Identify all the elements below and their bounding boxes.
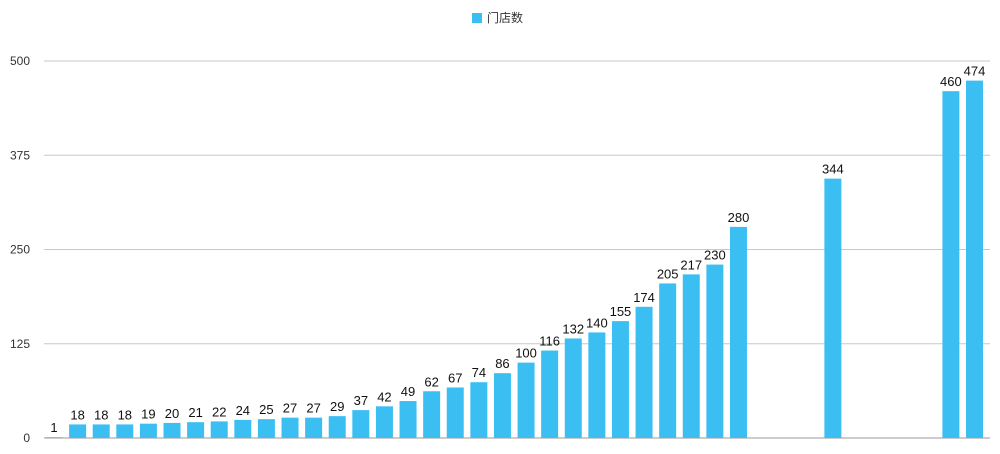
data-label: 18 xyxy=(118,407,132,422)
data-label: 29 xyxy=(330,399,344,414)
data-label: 19 xyxy=(141,407,155,422)
data-label: 49 xyxy=(401,384,415,399)
legend-swatch xyxy=(472,13,482,23)
bars xyxy=(45,80,983,438)
bar-25 xyxy=(611,321,629,438)
data-label: 100 xyxy=(515,346,537,361)
bar-16 xyxy=(399,401,417,438)
bar-5 xyxy=(139,423,157,438)
bar-11 xyxy=(281,417,299,438)
bar-7 xyxy=(187,422,205,438)
data-label: 217 xyxy=(680,257,702,272)
bar-13 xyxy=(328,416,346,438)
data-label: 74 xyxy=(472,365,486,380)
bar-3 xyxy=(92,424,110,438)
y-tick-label: 0 xyxy=(23,431,30,445)
bar-8 xyxy=(210,421,228,438)
bar-29 xyxy=(706,264,724,438)
bar-9 xyxy=(234,419,252,438)
bar-20 xyxy=(493,373,511,438)
bar-2 xyxy=(69,424,87,438)
legend: 门店数 xyxy=(472,10,523,25)
data-label: 474 xyxy=(964,64,986,79)
bar-22 xyxy=(541,350,559,438)
bar-17 xyxy=(423,391,441,438)
bar-4 xyxy=(116,424,134,438)
y-tick-label: 125 xyxy=(10,337,30,351)
bar-18 xyxy=(446,387,464,438)
bar-10 xyxy=(257,419,275,438)
data-label: 132 xyxy=(562,321,584,336)
y-axis-ticks: 0 125 250 375 500 xyxy=(10,54,30,445)
data-label: 27 xyxy=(283,401,297,416)
y-tick-label: 375 xyxy=(10,148,30,162)
data-label: 344 xyxy=(822,162,844,177)
data-label: 174 xyxy=(633,290,655,305)
data-label: 460 xyxy=(940,74,962,89)
data-label: 24 xyxy=(236,403,250,418)
data-label: 205 xyxy=(657,266,679,281)
y-tick-label: 500 xyxy=(10,54,30,68)
bar-39 xyxy=(942,91,960,438)
data-label: 42 xyxy=(377,389,391,404)
data-label: 86 xyxy=(495,356,509,371)
data-label: 280 xyxy=(728,210,750,225)
y-tick-label: 250 xyxy=(10,243,30,257)
bar-12 xyxy=(305,417,323,438)
bar-21 xyxy=(517,362,535,438)
bar-27 xyxy=(659,283,677,438)
data-label: 116 xyxy=(539,334,560,349)
gridlines xyxy=(44,60,990,439)
bar-19 xyxy=(470,382,488,438)
bar-30 xyxy=(729,226,747,438)
bar-14 xyxy=(352,410,370,438)
bar-34 xyxy=(824,178,842,438)
data-label: 21 xyxy=(188,405,202,420)
data-label: 67 xyxy=(448,370,462,385)
data-label: 20 xyxy=(165,406,179,421)
data-labels: 1 18 18 18 19 20 21 22 24 25 27 27 29 37 42 49 62 67 74 86 1… xyxy=(50,64,985,436)
data-label: 1 xyxy=(50,420,57,435)
data-label: 18 xyxy=(94,407,108,422)
data-label: 230 xyxy=(704,248,726,263)
data-label: 25 xyxy=(259,402,273,417)
data-label: 155 xyxy=(610,304,632,319)
bar-1 xyxy=(45,437,63,438)
bar-23 xyxy=(564,338,582,438)
legend-label: 门店数 xyxy=(487,10,523,25)
bar-6 xyxy=(163,422,181,438)
bar-15 xyxy=(375,406,393,438)
bar-28 xyxy=(682,274,700,438)
bar-24 xyxy=(588,332,606,438)
data-label: 22 xyxy=(212,404,226,419)
bar-26 xyxy=(635,306,653,438)
bar-40 xyxy=(966,80,983,438)
data-label: 27 xyxy=(306,401,320,416)
data-label: 140 xyxy=(586,315,608,330)
data-label: 18 xyxy=(70,407,84,422)
data-label: 37 xyxy=(354,393,368,408)
data-label: 62 xyxy=(424,374,438,389)
